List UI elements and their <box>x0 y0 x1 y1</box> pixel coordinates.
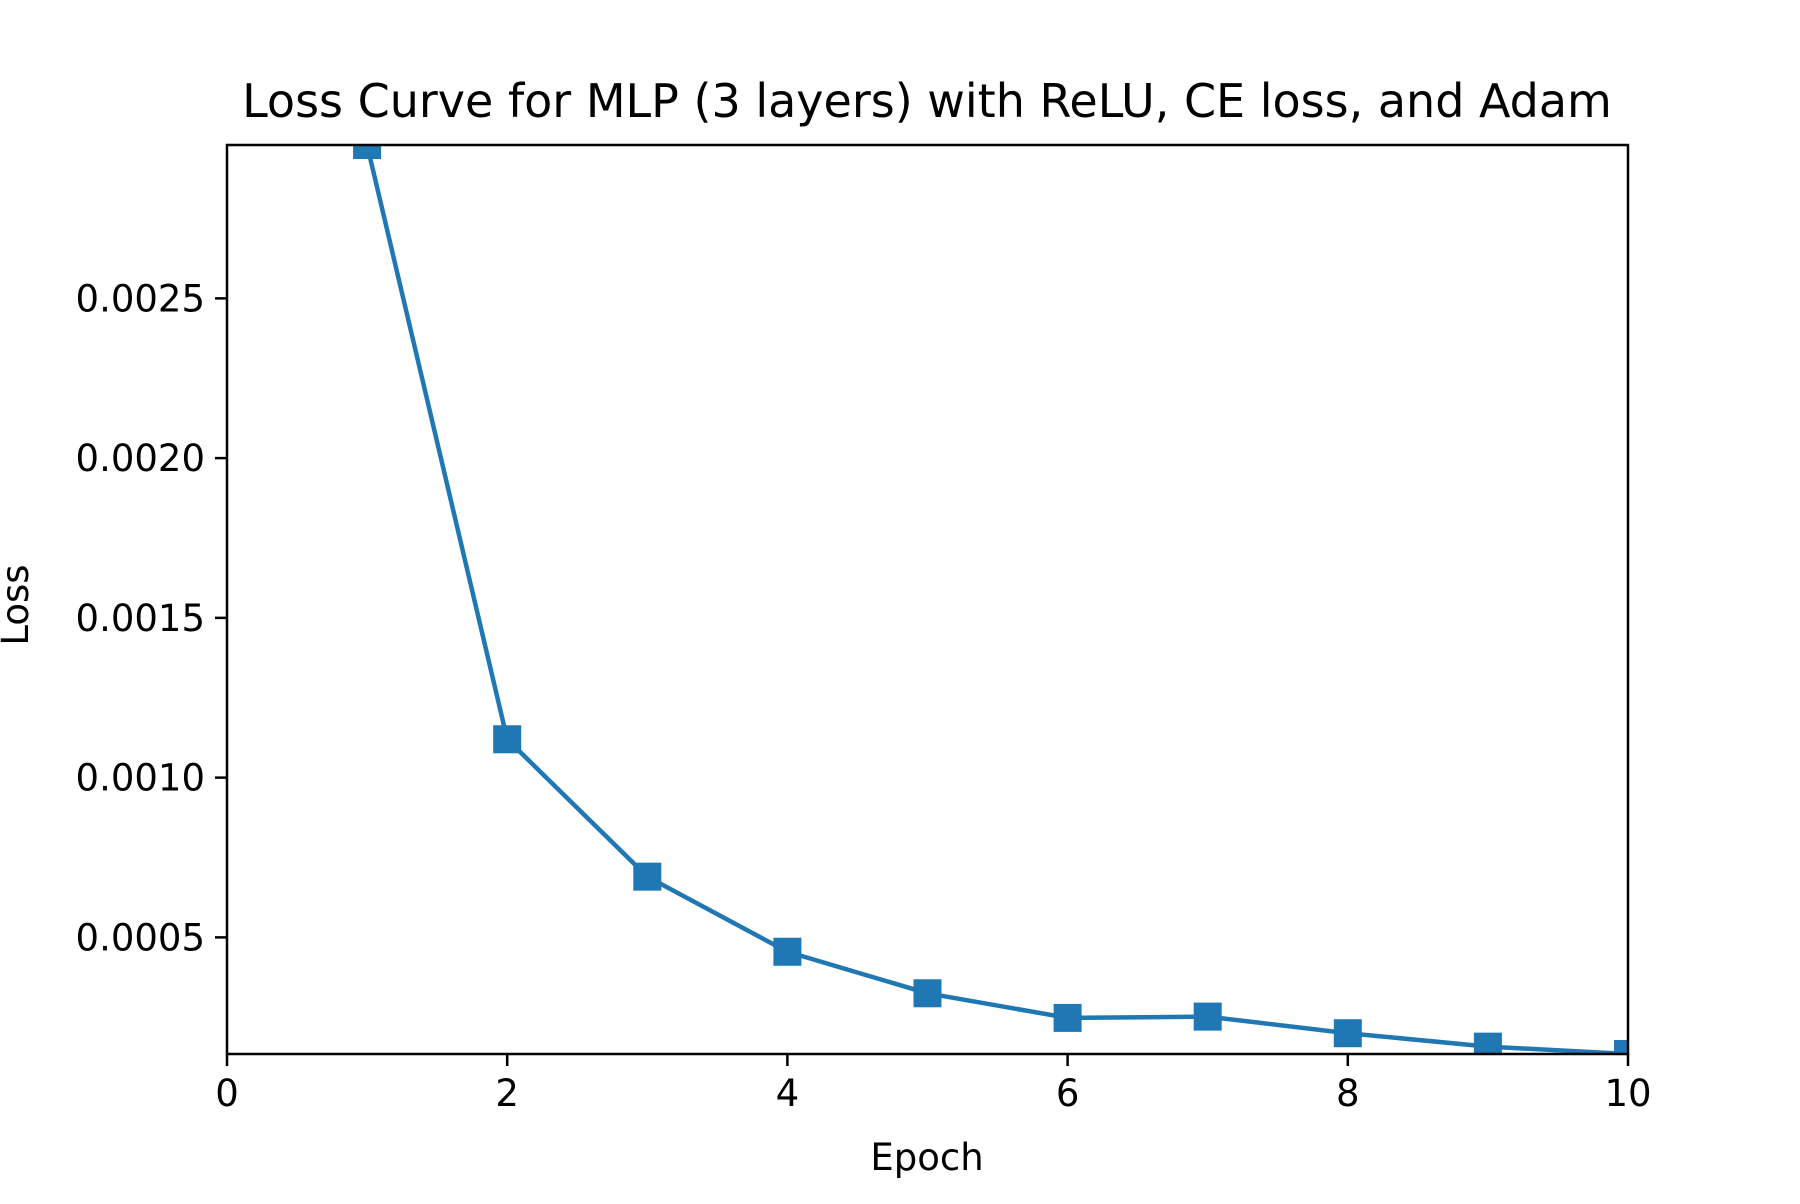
x-tick-label: 4 <box>776 1072 800 1115</box>
y-tick-label: 0.0010 <box>76 757 205 800</box>
y-tick-label: 0.0015 <box>76 597 205 640</box>
x-tick-label: 10 <box>1604 1072 1651 1115</box>
y-tick-label: 0.0025 <box>76 277 205 320</box>
data-point-marker <box>353 145 382 159</box>
data-point-marker <box>1193 1002 1222 1031</box>
x-tick-label: 0 <box>215 1072 239 1115</box>
y-axis-label: Loss <box>0 564 37 645</box>
data-point-marker <box>1473 1032 1502 1054</box>
data-point-marker <box>773 937 802 966</box>
data-point-marker <box>1053 1003 1082 1032</box>
x-axis-label: Epoch <box>870 1136 983 1179</box>
x-tick-label: 6 <box>1056 1072 1080 1115</box>
data-point-marker <box>633 862 662 891</box>
x-tick-label: 8 <box>1336 1072 1360 1115</box>
data-point-marker <box>1333 1019 1362 1048</box>
y-tick-label: 0.0020 <box>76 437 205 480</box>
x-tick-label: 2 <box>495 1072 519 1115</box>
data-point-marker <box>493 725 522 754</box>
y-tick-label: 0.0005 <box>76 916 205 959</box>
data-point-marker <box>913 979 942 1008</box>
data-point-marker <box>1614 1040 1628 1054</box>
chart-title: Loss Curve for MLP (3 layers) with ReLU,… <box>242 74 1612 128</box>
plot-frame <box>225 143 1630 1056</box>
series-line <box>364 145 1628 1054</box>
